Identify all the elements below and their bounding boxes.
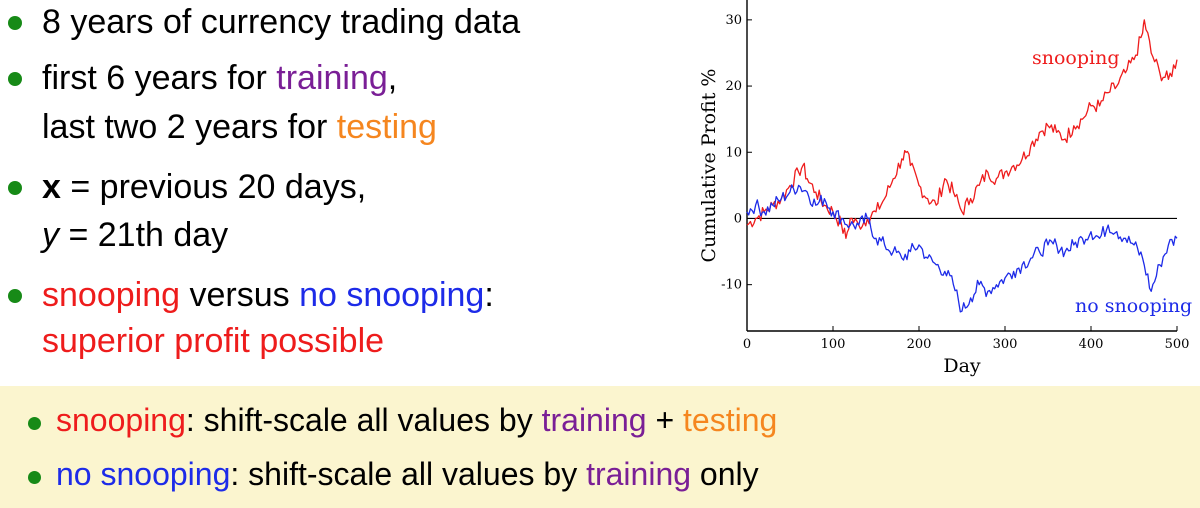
training-term: training (276, 59, 388, 97)
training-term: training (541, 402, 647, 438)
cumulative-profit-chart: 0 100 200 300 400 500 -10 0 10 20 30 Day Cumulativ… (698, 0, 1192, 377)
snooping-term: snooping (56, 402, 186, 438)
snooping-series-line (746, 19, 1178, 239)
plus-text: + (646, 402, 684, 438)
no-snooping-term: no snooping (56, 456, 231, 492)
chart-ticks: 0 100 200 300 400 500 -10 0 10 20 30 (721, 13, 1189, 352)
bullet-icon (8, 16, 22, 30)
bullet-icon (28, 417, 41, 430)
x-tick-label: 200 (907, 337, 932, 352)
bottom-line-1-text: : shift-scale all values by (185, 402, 542, 438)
bullet-1-label: 8 years of currency trading data (42, 3, 521, 41)
bullet-icon (8, 181, 22, 195)
bottom-line-2-text: : shift-scale all values by (230, 456, 587, 492)
x-tick-label: 400 (1079, 337, 1104, 352)
y-tick-label: 30 (725, 13, 742, 28)
bottom-line-1: snooping: shift-scale all values by trai… (56, 402, 777, 439)
bullet-4-line-2: superior profit possible (42, 319, 384, 363)
snooping-term: snooping (42, 276, 181, 314)
chart-series (746, 19, 1178, 313)
bullet-2-comma: , (387, 59, 398, 97)
chart-axes (746, 0, 1177, 332)
bottom-line-2: no snooping: shift-scale all values by t… (56, 456, 759, 493)
superior-profit-text: superior profit possible (42, 322, 385, 360)
bullet-4-line-1: snooping versus no snooping: (42, 273, 494, 317)
bullet-3-text: = previous 20 days, (60, 168, 367, 206)
y-axis-label: Cumulative Profit % (698, 69, 720, 263)
only-text: only (691, 456, 759, 492)
y-tick-label: 20 (725, 79, 742, 94)
bullet-2-line-1: first 6 years for training, (42, 56, 397, 100)
y-tick-label: 10 (725, 145, 742, 160)
y-symbol: y (42, 216, 59, 254)
x-tick-label: 500 (1165, 337, 1190, 352)
no-snooping-annotation: no snooping (1075, 295, 1192, 317)
y-tick-label: 0 (734, 211, 742, 226)
bullet-2-line-2-prefix: last two 2 years for (42, 108, 337, 146)
bullet-icon (8, 72, 22, 86)
bullet-2-prefix: first 6 years for (42, 59, 277, 97)
training-term: training (586, 456, 692, 492)
versus-text: versus (180, 276, 300, 314)
bullet-4-colon: : (484, 276, 494, 314)
testing-term: testing (336, 108, 437, 146)
x-tick-label: 100 (821, 337, 846, 352)
bullet-3-line-2: y = 21th day (42, 213, 228, 257)
bullet-1-text: 8 years of currency trading data (42, 0, 520, 44)
bullet-icon (28, 471, 41, 484)
x-symbol: x (42, 168, 61, 206)
bullet-icon (8, 289, 22, 303)
x-axis-label: Day (943, 355, 981, 377)
bullet-3-line-2-text: = 21th day (59, 216, 229, 254)
highlight-box: snooping: shift-scale all values by trai… (0, 386, 1200, 508)
snooping-annotation: snooping (1032, 47, 1120, 69)
no-snooping-term: no snooping (299, 276, 485, 314)
x-tick-label: 0 (743, 337, 751, 352)
bullet-2-line-2: last two 2 years for testing (42, 105, 437, 149)
x-tick-label: 300 (993, 337, 1018, 352)
no-snooping-series-line (746, 184, 1178, 313)
bullet-3-line-1: x = previous 20 days, (42, 165, 366, 209)
y-tick-label: -10 (721, 278, 742, 293)
testing-term: testing (683, 402, 778, 438)
